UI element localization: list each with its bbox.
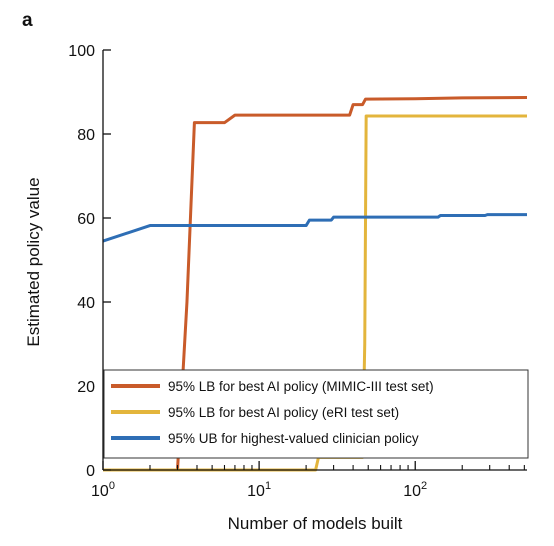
series-line-1 (175, 95, 528, 471)
y-tick-label: 0 (86, 463, 95, 480)
x-axis-label: Number of models built (228, 514, 403, 533)
legend-label-3: 95% UB for highest-valued clinician poli… (168, 431, 419, 446)
x-tick-label: 102 (403, 480, 427, 500)
legend-label-2: 95% LB for best AI policy (eRI test set) (168, 405, 399, 420)
series-line-3 (102, 213, 527, 243)
y-tick-label: 100 (68, 43, 95, 60)
y-tick-label: 60 (77, 211, 95, 228)
legend-label-1: 95% LB for best AI policy (MIMIC-III tes… (168, 379, 434, 394)
panel-label: a (22, 10, 33, 31)
y-tick-label: 40 (77, 295, 95, 312)
axes: 0 20 40 60 80 100 100 101 102 (68, 43, 527, 500)
legend-box (103, 369, 529, 459)
y-axis-label: Estimated policy value (24, 177, 43, 346)
y-tick-label: 80 (77, 127, 95, 144)
legend: 95% LB for best AI policy (MIMIC-III tes… (103, 369, 529, 459)
x-tick-label: 100 (91, 480, 115, 500)
y-tick-label: 20 (77, 379, 95, 396)
x-tick-label: 101 (247, 480, 271, 500)
